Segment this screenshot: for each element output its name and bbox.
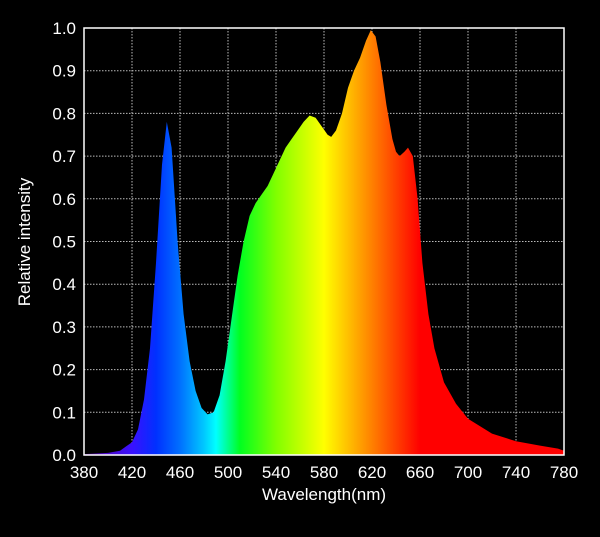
spectrum-area bbox=[84, 30, 564, 455]
y-tick-label: 0.3 bbox=[52, 318, 76, 337]
x-tick-label: 700 bbox=[454, 463, 482, 482]
y-tick-label: 0.4 bbox=[52, 275, 76, 294]
y-tick-label: 0.1 bbox=[52, 403, 76, 422]
y-tick-label: 0.6 bbox=[52, 190, 76, 209]
x-tick-label: 660 bbox=[406, 463, 434, 482]
y-tick-label: 0.5 bbox=[52, 233, 76, 252]
x-axis-label: Wavelength(nm) bbox=[262, 485, 386, 504]
x-tick-label: 620 bbox=[358, 463, 386, 482]
x-tick-label: 380 bbox=[70, 463, 98, 482]
plot-frame bbox=[83, 27, 565, 456]
x-tick-label: 500 bbox=[214, 463, 242, 482]
y-tick-label: 1.0 bbox=[52, 19, 76, 38]
y-axis: 0.0 0.1 0.2 0.3 0.4 0.5 0.6 0.7 0.8 0.9 1.0 bbox=[52, 19, 76, 465]
x-tick-label: 540 bbox=[262, 463, 290, 482]
y-tick-label: 0.7 bbox=[52, 147, 76, 166]
y-tick-label: 0.9 bbox=[52, 62, 76, 81]
y-tick-label: 0.8 bbox=[52, 104, 76, 123]
x-tick-label: 740 bbox=[502, 463, 530, 482]
x-axis: 380 420 460 500 540 580 620 660 700 740 780 bbox=[70, 463, 578, 482]
x-tick-label: 580 bbox=[310, 463, 338, 482]
x-tick-label: 420 bbox=[118, 463, 146, 482]
x-tick-label: 460 bbox=[166, 463, 194, 482]
y-axis-label: Relative intensity bbox=[15, 177, 34, 306]
y-tick-label: 0.2 bbox=[52, 361, 76, 380]
y-tick-label: 0.0 bbox=[52, 446, 76, 465]
x-tick-label: 780 bbox=[550, 463, 578, 482]
